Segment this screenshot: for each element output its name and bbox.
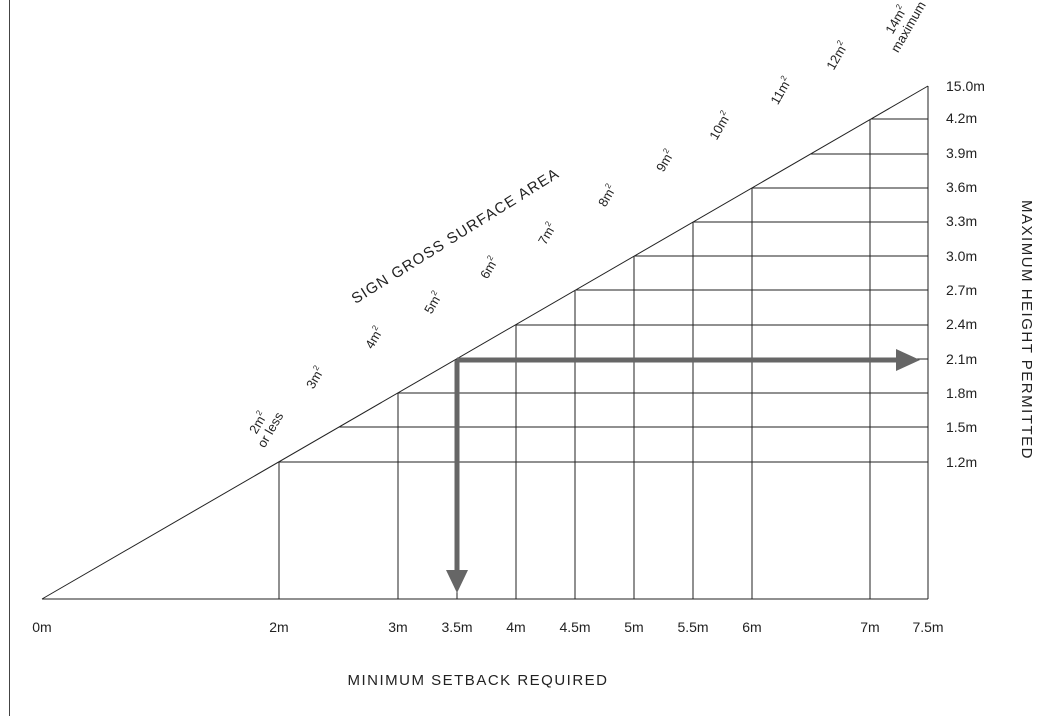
y-axis-label: 2.7m: [946, 282, 977, 298]
area-label-text: 5m2: [420, 288, 445, 316]
area-label-text: 4m2: [361, 323, 386, 351]
area-label-superscript: 2: [429, 288, 439, 297]
y-axis-label: 3.3m: [946, 213, 977, 229]
area-label-superscript: 2: [603, 181, 613, 190]
example-arrow-shaft: [454, 357, 898, 572]
area-label-superscript: 2: [311, 363, 321, 372]
area-label: 9m2: [652, 146, 677, 174]
area-label-superscript: 2: [543, 219, 553, 228]
x-axis-label: 6m: [742, 619, 761, 635]
x-axis-label: 7.5m: [912, 619, 943, 635]
y-axis-label: 15.0m: [946, 78, 985, 94]
x-axis-label: 0m: [32, 619, 51, 635]
area-label: 3m2: [302, 363, 327, 391]
x-axis-labels: 0m 2m 3m 3.5m 4m 4.5m 5m 5.5m 6m 7m 7.5m: [32, 619, 943, 635]
x-axis-label: 5.5m: [677, 619, 708, 635]
right-arrowhead: [896, 349, 920, 371]
area-label-superscript: 2: [718, 108, 728, 117]
area-label-text: 7m2: [534, 219, 559, 247]
area-label: 10m2: [705, 108, 734, 142]
grid-lines: [41, 85, 929, 600]
y-axis-label: 1.8m: [946, 385, 977, 401]
area-label: 6m2: [476, 253, 501, 281]
example-arrows: [446, 349, 920, 593]
x-axis-label: 3m: [388, 619, 407, 635]
area-label: 4m2: [361, 323, 386, 351]
y-axis-label: 2.1m: [946, 351, 977, 367]
y-axis-title: MAXIMUM HEIGHT PERMITTED: [1018, 200, 1035, 460]
x-axis-label: 4.5m: [559, 619, 590, 635]
area-label-superscript: 2: [370, 323, 380, 332]
area-label-superscript: 2: [835, 38, 845, 47]
x-axis-title: MINIMUM SETBACK REQUIRED: [347, 672, 608, 689]
x-axis-label: 2m: [269, 619, 288, 635]
y-axis-label: 1.2m: [946, 454, 977, 470]
diagonal-title: SIGN GROSS SURFACE AREA: [349, 165, 563, 308]
area-label-text: 10m2: [705, 108, 734, 142]
area-label-superscript: 2: [485, 253, 495, 262]
area-label-text: 12m2: [822, 38, 851, 72]
x-axis-label: 4m: [506, 619, 525, 635]
area-label-text: 3m2: [302, 363, 327, 391]
y-axis-label: 4.2m: [946, 110, 977, 126]
area-label: 12m2: [822, 38, 851, 72]
down-arrowhead: [446, 570, 468, 593]
y-axis-label: 1.5m: [946, 419, 977, 435]
area-label-superscript: 2: [894, 2, 904, 11]
area-label: 7m2: [534, 219, 559, 247]
area-label-text: 9m2: [652, 146, 677, 174]
x-axis-label: 3.5m: [441, 619, 472, 635]
y-axis-label: 3.9m: [946, 145, 977, 161]
x-axis-label: 5m: [624, 619, 643, 635]
area-label: 5m2: [420, 288, 445, 316]
y-axis-labels: 15.0m 4.2m 3.9m 3.6m 3.3m 3.0m 2.7m 2.4m 2.1m 1.8…: [946, 78, 985, 470]
area-label-text: 8m2: [594, 181, 619, 209]
y-axis-label: 3.6m: [946, 179, 977, 195]
y-axis-label: 3.0m: [946, 248, 977, 264]
area-label-superscript: 2: [661, 146, 671, 155]
area-label: 8m2: [594, 181, 619, 209]
area-label-text: 11m2: [767, 74, 796, 107]
area-label-superscript: 2: [779, 74, 789, 83]
diagonal-line: [41, 85, 929, 600]
area-label: 11m2: [767, 74, 796, 107]
x-axis-label: 7m: [860, 619, 879, 635]
area-label-text: 6m2: [476, 253, 501, 281]
y-axis-label: 2.4m: [946, 316, 977, 332]
area-label-superscript: 2: [254, 408, 264, 417]
